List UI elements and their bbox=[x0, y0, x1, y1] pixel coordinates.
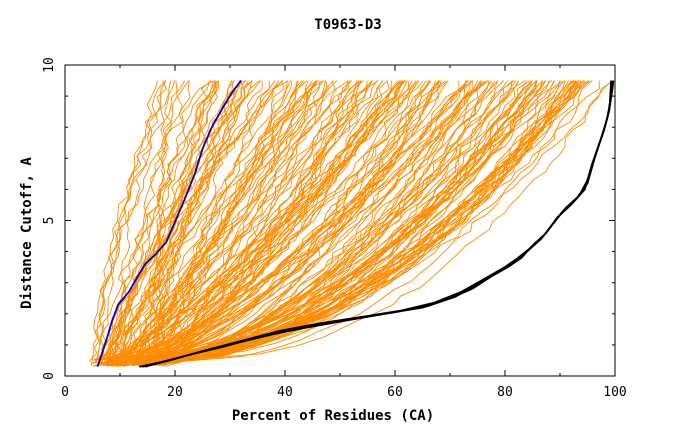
model-curve bbox=[156, 80, 537, 365]
model-curve bbox=[150, 80, 440, 360]
y-tick-label: 5 bbox=[42, 217, 57, 225]
model-curve bbox=[164, 80, 362, 364]
y-axis-ticks: 0 5 10 bbox=[42, 57, 615, 380]
model-curve bbox=[109, 80, 585, 360]
model-curve bbox=[127, 80, 471, 364]
model-curve bbox=[134, 80, 368, 363]
model-curve bbox=[111, 80, 436, 366]
x-axis-label: Percent of Residues (CA) bbox=[232, 408, 434, 424]
model-curve bbox=[105, 80, 515, 366]
model-curve bbox=[130, 80, 253, 362]
y-axis-label: Distance Cutoff, A bbox=[19, 157, 35, 309]
x-tick-label: 100 bbox=[603, 385, 626, 400]
model-curve bbox=[109, 80, 320, 360]
x-tick-label: 40 bbox=[277, 385, 293, 400]
model-curve bbox=[100, 80, 291, 366]
model-curve bbox=[123, 80, 580, 366]
model-curve bbox=[140, 80, 582, 360]
x-tick-label: 80 bbox=[497, 385, 513, 400]
model-curve bbox=[148, 80, 585, 363]
black-curve bbox=[144, 80, 615, 368]
model-curve bbox=[161, 80, 352, 360]
model-curve bbox=[126, 80, 253, 362]
model-curve bbox=[122, 80, 263, 360]
model-curve bbox=[142, 80, 358, 365]
model-curve bbox=[138, 80, 384, 360]
model-curve bbox=[108, 80, 262, 364]
model-curve bbox=[97, 80, 214, 361]
model-curve bbox=[130, 80, 303, 360]
model-curve bbox=[118, 80, 556, 364]
model-curve bbox=[106, 80, 317, 360]
model-curve bbox=[139, 80, 467, 366]
model-curve bbox=[140, 80, 324, 366]
model-curve bbox=[141, 80, 318, 366]
model-curve bbox=[116, 80, 600, 364]
model-curve bbox=[113, 80, 373, 364]
model-curve bbox=[100, 80, 284, 365]
model-curve bbox=[94, 80, 288, 362]
model-curve bbox=[132, 80, 427, 367]
y-tick-label: 10 bbox=[42, 57, 57, 73]
blue-curve bbox=[96, 80, 242, 367]
highlighted-model-curves bbox=[96, 80, 615, 368]
model-curve bbox=[138, 80, 298, 365]
model-curve bbox=[126, 80, 349, 360]
model-curve bbox=[99, 80, 406, 365]
model-curve bbox=[108, 80, 526, 365]
model-curve bbox=[142, 80, 555, 364]
model-curve bbox=[93, 80, 485, 367]
model-curve bbox=[92, 80, 220, 365]
model-curve bbox=[155, 80, 361, 366]
x-tick-label: 60 bbox=[387, 385, 403, 400]
model-curve bbox=[159, 80, 334, 363]
model-curve bbox=[118, 80, 305, 366]
model-curve bbox=[120, 80, 586, 364]
model-curve bbox=[150, 80, 479, 366]
plot-area bbox=[64, 64, 616, 377]
model-curve bbox=[152, 80, 172, 360]
model-curve bbox=[109, 80, 218, 360]
model-curve bbox=[88, 80, 158, 362]
model-curve bbox=[102, 80, 404, 361]
model-curve bbox=[106, 80, 577, 365]
model-curve bbox=[100, 80, 401, 360]
model-curve bbox=[103, 80, 317, 365]
model-curve bbox=[97, 80, 613, 361]
x-tick-label: 0 bbox=[61, 385, 69, 400]
y-tick-label: 0 bbox=[42, 372, 57, 380]
model-curve bbox=[106, 80, 284, 363]
model-curve bbox=[104, 80, 211, 366]
model-curve bbox=[135, 80, 460, 361]
model-curve bbox=[123, 80, 178, 360]
model-curve bbox=[130, 80, 483, 362]
model-curve bbox=[123, 80, 338, 360]
model-curve bbox=[109, 80, 417, 362]
model-curve bbox=[127, 80, 489, 366]
model-curve bbox=[164, 80, 309, 365]
background-model-curves bbox=[88, 80, 615, 368]
model-curve bbox=[117, 80, 318, 362]
model-curve bbox=[101, 80, 543, 365]
model-curve bbox=[101, 80, 420, 365]
model-curve bbox=[105, 80, 565, 362]
chart-title: T0963-D3 bbox=[314, 17, 381, 33]
model-curve bbox=[126, 80, 349, 360]
model-curve bbox=[141, 80, 419, 364]
model-curve bbox=[108, 80, 406, 361]
x-axis-ticks: 0 20 40 60 80 100 bbox=[61, 65, 627, 400]
model-curve bbox=[155, 80, 392, 362]
model-curve bbox=[97, 80, 474, 361]
x-tick-label: 20 bbox=[167, 385, 183, 400]
model-curve bbox=[95, 80, 167, 364]
model-curve bbox=[169, 80, 499, 363]
model-curve bbox=[100, 80, 167, 367]
